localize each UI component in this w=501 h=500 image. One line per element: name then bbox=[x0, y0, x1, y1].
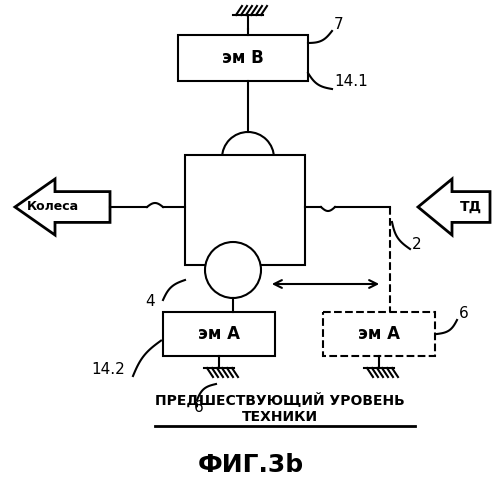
Text: 4: 4 bbox=[145, 294, 154, 309]
Text: эм А: эм А bbox=[197, 325, 239, 343]
Text: 6: 6 bbox=[194, 400, 203, 415]
Bar bbox=[163, 312, 275, 356]
Text: 2: 2 bbox=[411, 237, 421, 252]
Bar bbox=[185, 155, 305, 265]
Polygon shape bbox=[15, 179, 110, 235]
Bar bbox=[322, 312, 434, 356]
Text: 14.2: 14.2 bbox=[91, 362, 125, 377]
Text: ТЕХНИКИ: ТЕХНИКИ bbox=[241, 410, 318, 424]
Text: Колеса: Колеса bbox=[27, 200, 78, 213]
Text: 7: 7 bbox=[333, 17, 343, 32]
Polygon shape bbox=[417, 179, 489, 235]
Text: ТД: ТД bbox=[459, 200, 481, 214]
Text: 14.1: 14.1 bbox=[333, 74, 367, 89]
Bar bbox=[178, 35, 308, 81]
Circle shape bbox=[221, 132, 274, 184]
Text: эм А: эм А bbox=[357, 325, 399, 343]
Text: ФИГ.3b: ФИГ.3b bbox=[197, 453, 304, 477]
Circle shape bbox=[204, 242, 261, 298]
Text: эм В: эм В bbox=[221, 49, 264, 67]
Text: 6: 6 bbox=[458, 306, 468, 321]
Text: ПРЕДШЕСТВУЮЩИЙ УРОВЕНЬ: ПРЕДШЕСТВУЮЩИЙ УРОВЕНЬ bbox=[155, 392, 404, 407]
